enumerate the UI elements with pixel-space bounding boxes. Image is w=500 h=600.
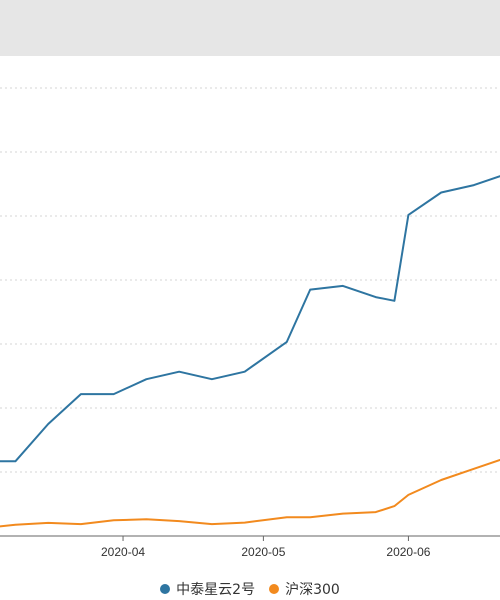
legend: 中泰星云2号 沪深300: [0, 578, 500, 600]
legend-marker-series-1: [160, 584, 171, 594]
x-tick-label: 2020-05: [241, 545, 285, 559]
legend-label-series-2: 沪深300: [285, 582, 340, 598]
chart-top-band: [0, 0, 500, 56]
gridlines: [0, 87, 500, 473]
legend-label-series-1: 中泰星云2号: [176, 582, 256, 598]
x-tick-label: 2020-06: [386, 545, 430, 559]
legend-marker-series-2: [269, 584, 280, 594]
series-lines: [0, 175, 500, 528]
series-line-2: [0, 458, 500, 528]
legend-item-series-1[interactable]: 中泰星云2号: [160, 579, 255, 599]
legend-item-series-2[interactable]: 沪深300: [269, 579, 340, 599]
series-line-1: [0, 175, 500, 463]
x-tick-label: 2020-04: [101, 545, 145, 559]
